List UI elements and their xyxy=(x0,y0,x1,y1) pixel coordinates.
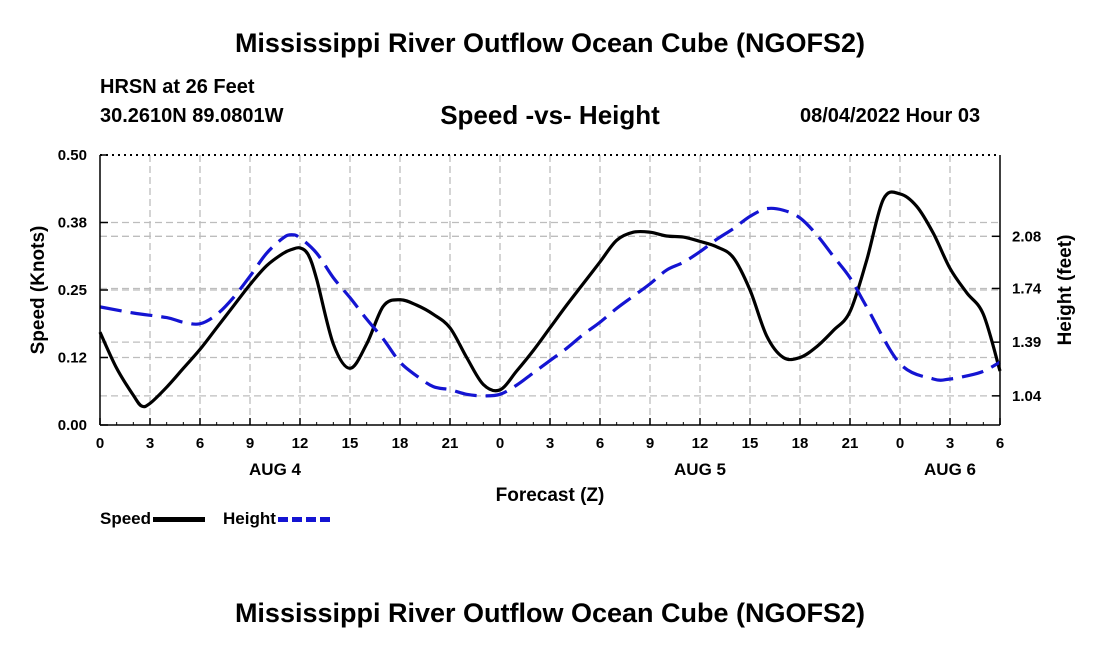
series-line-height xyxy=(99,206,1001,398)
y-left-tick-label: 0.50 xyxy=(58,147,87,164)
axis-labels: 0 3 6 9 12 15 18 21 0 3 6 9 12 15 18 21 0 3 6 AUG 4 AUG 5 AUG… xyxy=(28,147,1076,506)
x-tick-label: 6 xyxy=(996,435,1004,452)
y-left-tick-label: 0.12 xyxy=(58,350,87,367)
series-line-speed xyxy=(98,190,1002,409)
main-title: Mississippi River Outflow Ocean Cube (NG… xyxy=(234,28,866,58)
x-tick-label: 15 xyxy=(742,435,759,452)
legend-speed-swatch xyxy=(153,516,206,522)
y-right-axis-title: Height (feet) xyxy=(1055,235,1076,346)
legend-height-swatch xyxy=(277,516,330,522)
forecast-datetime: 08/04/2022 Hour 03 xyxy=(800,105,981,127)
y-left-axis-title: Speed (Knots) xyxy=(28,226,49,355)
x-tick-label: 12 xyxy=(292,435,309,452)
station-name: HRSN at 26 Feet xyxy=(100,76,255,98)
y-left-tick-label: 0.25 xyxy=(58,282,87,299)
y-right-tick-label: 2.08 xyxy=(1012,228,1041,245)
footer-title: Mississippi River Outflow Ocean Cube (NG… xyxy=(234,598,866,628)
legend-height-label: Height xyxy=(223,509,276,528)
y-right-tick-label: 1.39 xyxy=(1012,334,1041,351)
y-left-tick-label: 0.00 xyxy=(58,417,87,434)
x-tick-label: 3 xyxy=(546,435,554,452)
x-tick-label: 9 xyxy=(246,435,254,452)
y-left-tick-label: 0.38 xyxy=(58,215,87,232)
x-tick-label: 3 xyxy=(146,435,154,452)
x-tick-label: 0 xyxy=(496,435,504,452)
y-right-tick-label: 1.04 xyxy=(1012,388,1042,405)
chart-subtitle: Speed -vs- Height xyxy=(440,100,660,130)
x-tick-label: 21 xyxy=(442,435,459,452)
plot-frame xyxy=(99,154,1001,426)
x-tick-label: 18 xyxy=(792,435,809,452)
series xyxy=(98,190,1002,409)
y-right-tick-label: 1.74 xyxy=(1012,280,1042,297)
x-tick-label: 0 xyxy=(896,435,904,452)
x-tick-label: 3 xyxy=(946,435,954,452)
x-tick-label: 21 xyxy=(842,435,859,452)
station-coordinates: 30.2610N 89.0801W xyxy=(100,105,284,127)
x-tick-label: 9 xyxy=(646,435,654,452)
grid xyxy=(100,155,1000,425)
x-tick-label: 0 xyxy=(96,435,104,452)
x-tick-label: 6 xyxy=(196,435,204,452)
x-day-label: AUG 6 xyxy=(924,460,976,479)
legend-speed-label: Speed xyxy=(100,509,152,528)
x-day-label: AUG 4 xyxy=(249,460,302,479)
x-tick-label: 6 xyxy=(596,435,604,452)
x-tick-label: 18 xyxy=(392,435,409,452)
x-tick-label: 12 xyxy=(692,435,709,452)
x-axis-title: Forecast (Z) xyxy=(496,485,605,506)
legend: Speed Height xyxy=(100,509,330,529)
x-day-label: AUG 5 xyxy=(674,460,726,479)
x-tick-label: 15 xyxy=(342,435,359,452)
